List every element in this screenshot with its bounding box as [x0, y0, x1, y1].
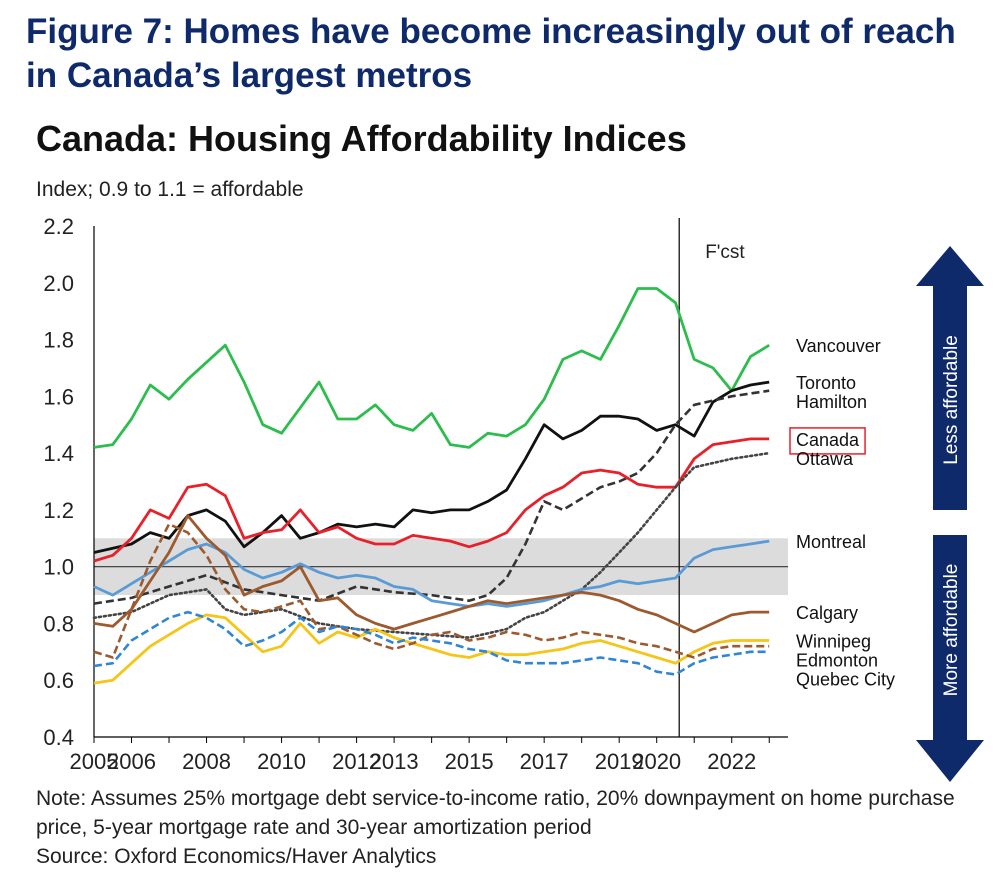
series-label-edmonton: Edmonton [796, 650, 878, 670]
y-tick-label: 1.0 [43, 555, 74, 580]
x-tick-label: 2010 [257, 749, 306, 774]
x-tick-label: 2013 [370, 749, 419, 774]
more-affordable-label: More affordable [941, 564, 962, 697]
source-text: Source: Oxford Economics/Haver Analytics [36, 845, 437, 868]
note-text: Note: Assumes 25% mortgage debt service-… [36, 787, 955, 839]
series-label-calgary: Calgary [796, 603, 858, 623]
series-line-toronto [93, 380, 770, 554]
series-label-winnipeg: Winnipeg [796, 631, 871, 651]
y-tick-label: 1.8 [43, 328, 74, 353]
y-tick-label: 0.8 [43, 611, 74, 636]
series-line-winnipeg [93, 613, 770, 685]
y-tick-label: 2.2 [43, 214, 74, 239]
series-label-toronto: Toronto [796, 373, 856, 393]
series-line-montreal [93, 539, 770, 608]
y-tick-label: 2.0 [43, 271, 74, 296]
series-label-montreal: Montreal [796, 532, 866, 552]
x-tick-label: 2020 [632, 749, 681, 774]
series-label-hamilton: Hamilton [796, 392, 867, 412]
y-tick-label: 0.6 [43, 668, 74, 693]
series-line-canada [93, 437, 770, 563]
series-label-vancouver: Vancouver [796, 336, 881, 356]
x-tick-label: 2012 [332, 749, 381, 774]
chart-subtitle: Index; 0.9 to 1.1 = affordable [36, 178, 304, 201]
x-tick-label: 2022 [707, 749, 756, 774]
y-tick-label: 1.4 [43, 441, 74, 466]
series-line-hamilton [93, 389, 770, 605]
series-line-edmonton [93, 522, 770, 659]
series-label-ottawa: Ottawa [796, 449, 854, 469]
x-tick-label: 2006 [107, 749, 156, 774]
x-tick-label: 2015 [445, 749, 494, 774]
chart-notes: Note: Assumes 25% mortgage debt service-… [36, 784, 986, 871]
series-line-calgary [93, 514, 770, 634]
figure-title: Figure 7: Homes have become increasingly… [26, 12, 956, 95]
x-tick-label: 2008 [182, 749, 231, 774]
up-arrow-icon [916, 246, 984, 510]
series-line-quebec-city [93, 610, 770, 676]
series-label-quebec-city: Quebec City [796, 669, 895, 689]
y-tick-label: 0.4 [43, 725, 74, 750]
series-line-ottawa [92, 451, 771, 639]
x-tick-label: 2019 [595, 749, 644, 774]
down-arrow-icon [916, 535, 984, 782]
canada-label-box [789, 427, 866, 455]
series-label-canada: Canada [796, 430, 860, 450]
y-tick-label: 1.2 [43, 498, 74, 523]
chart-title: Canada: Housing Affordability Indices [36, 118, 687, 159]
series-line-vancouver [93, 287, 770, 449]
y-tick-label: 1.6 [43, 384, 74, 409]
x-tick-label: 2017 [520, 749, 569, 774]
less-affordable-label: Less affordable [941, 335, 962, 465]
forecast-label: F'cst [705, 242, 745, 263]
x-tick-label: 2005 [70, 749, 119, 774]
